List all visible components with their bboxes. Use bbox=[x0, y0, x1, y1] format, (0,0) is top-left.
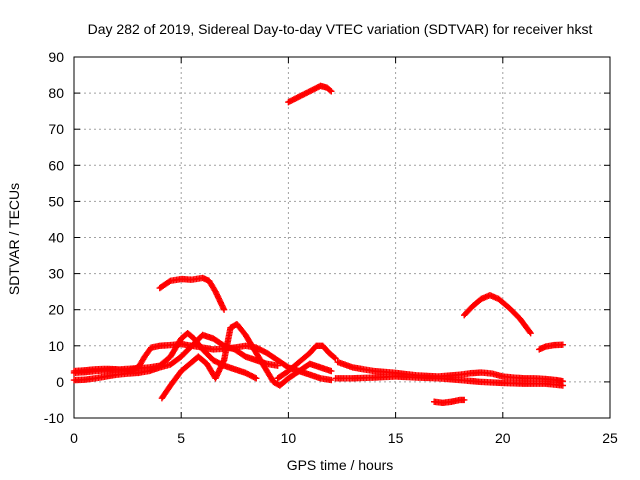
series-arc-i bbox=[332, 373, 567, 389]
x-tick-label: 10 bbox=[281, 430, 297, 446]
y-tick-label: 80 bbox=[48, 85, 64, 101]
data-point bbox=[559, 341, 567, 348]
data-point bbox=[331, 354, 338, 361]
y-tick-label: 90 bbox=[48, 49, 64, 65]
data-point bbox=[220, 306, 228, 313]
x-tick-label: 20 bbox=[495, 430, 511, 446]
x-tick-label: 0 bbox=[70, 430, 78, 446]
data-point bbox=[461, 396, 468, 404]
chart-title: Day 282 of 2019, Sidereal Day-to-day VTE… bbox=[88, 21, 593, 37]
series-arc-k bbox=[461, 292, 534, 337]
y-tick-label: 0 bbox=[56, 374, 64, 390]
data-point bbox=[332, 355, 339, 362]
series-arc-d bbox=[156, 274, 228, 313]
y-tick-label: 30 bbox=[48, 266, 64, 282]
series-arc-e bbox=[158, 320, 335, 402]
data-point bbox=[253, 375, 260, 382]
data-point bbox=[527, 329, 534, 337]
y-tick-label: 50 bbox=[48, 193, 64, 209]
data-point bbox=[328, 367, 335, 375]
data-point bbox=[328, 88, 335, 95]
y-axis-label: SDTVAR / TECUs bbox=[6, 183, 22, 295]
y-tick-label: 70 bbox=[48, 121, 64, 137]
series-arc-j bbox=[430, 396, 468, 407]
x-tick-label: 25 bbox=[602, 430, 618, 446]
series-arc-g bbox=[285, 82, 335, 106]
data-markers bbox=[70, 82, 567, 407]
data-point bbox=[559, 382, 567, 389]
x-tick-label: 15 bbox=[388, 430, 404, 446]
y-tick-label: 10 bbox=[48, 338, 64, 354]
y-tick-label: 20 bbox=[48, 302, 64, 318]
y-tick-label: -10 bbox=[44, 410, 64, 426]
y-tick-label: 60 bbox=[48, 157, 64, 173]
data-point bbox=[328, 376, 335, 384]
data-point bbox=[327, 87, 334, 94]
y-tick-label: 40 bbox=[48, 230, 64, 246]
data-point bbox=[526, 328, 533, 336]
x-axis-label: GPS time / hours bbox=[287, 457, 394, 473]
x-tick-label: 5 bbox=[177, 430, 185, 446]
series-arc-f bbox=[274, 342, 339, 382]
series-arc-l bbox=[536, 341, 567, 353]
data-point bbox=[274, 362, 281, 369]
tick-labels: 0 5 10 15 20 25 -10 0 10 20 30 40 50 60 70 80 90 bbox=[44, 49, 618, 446]
